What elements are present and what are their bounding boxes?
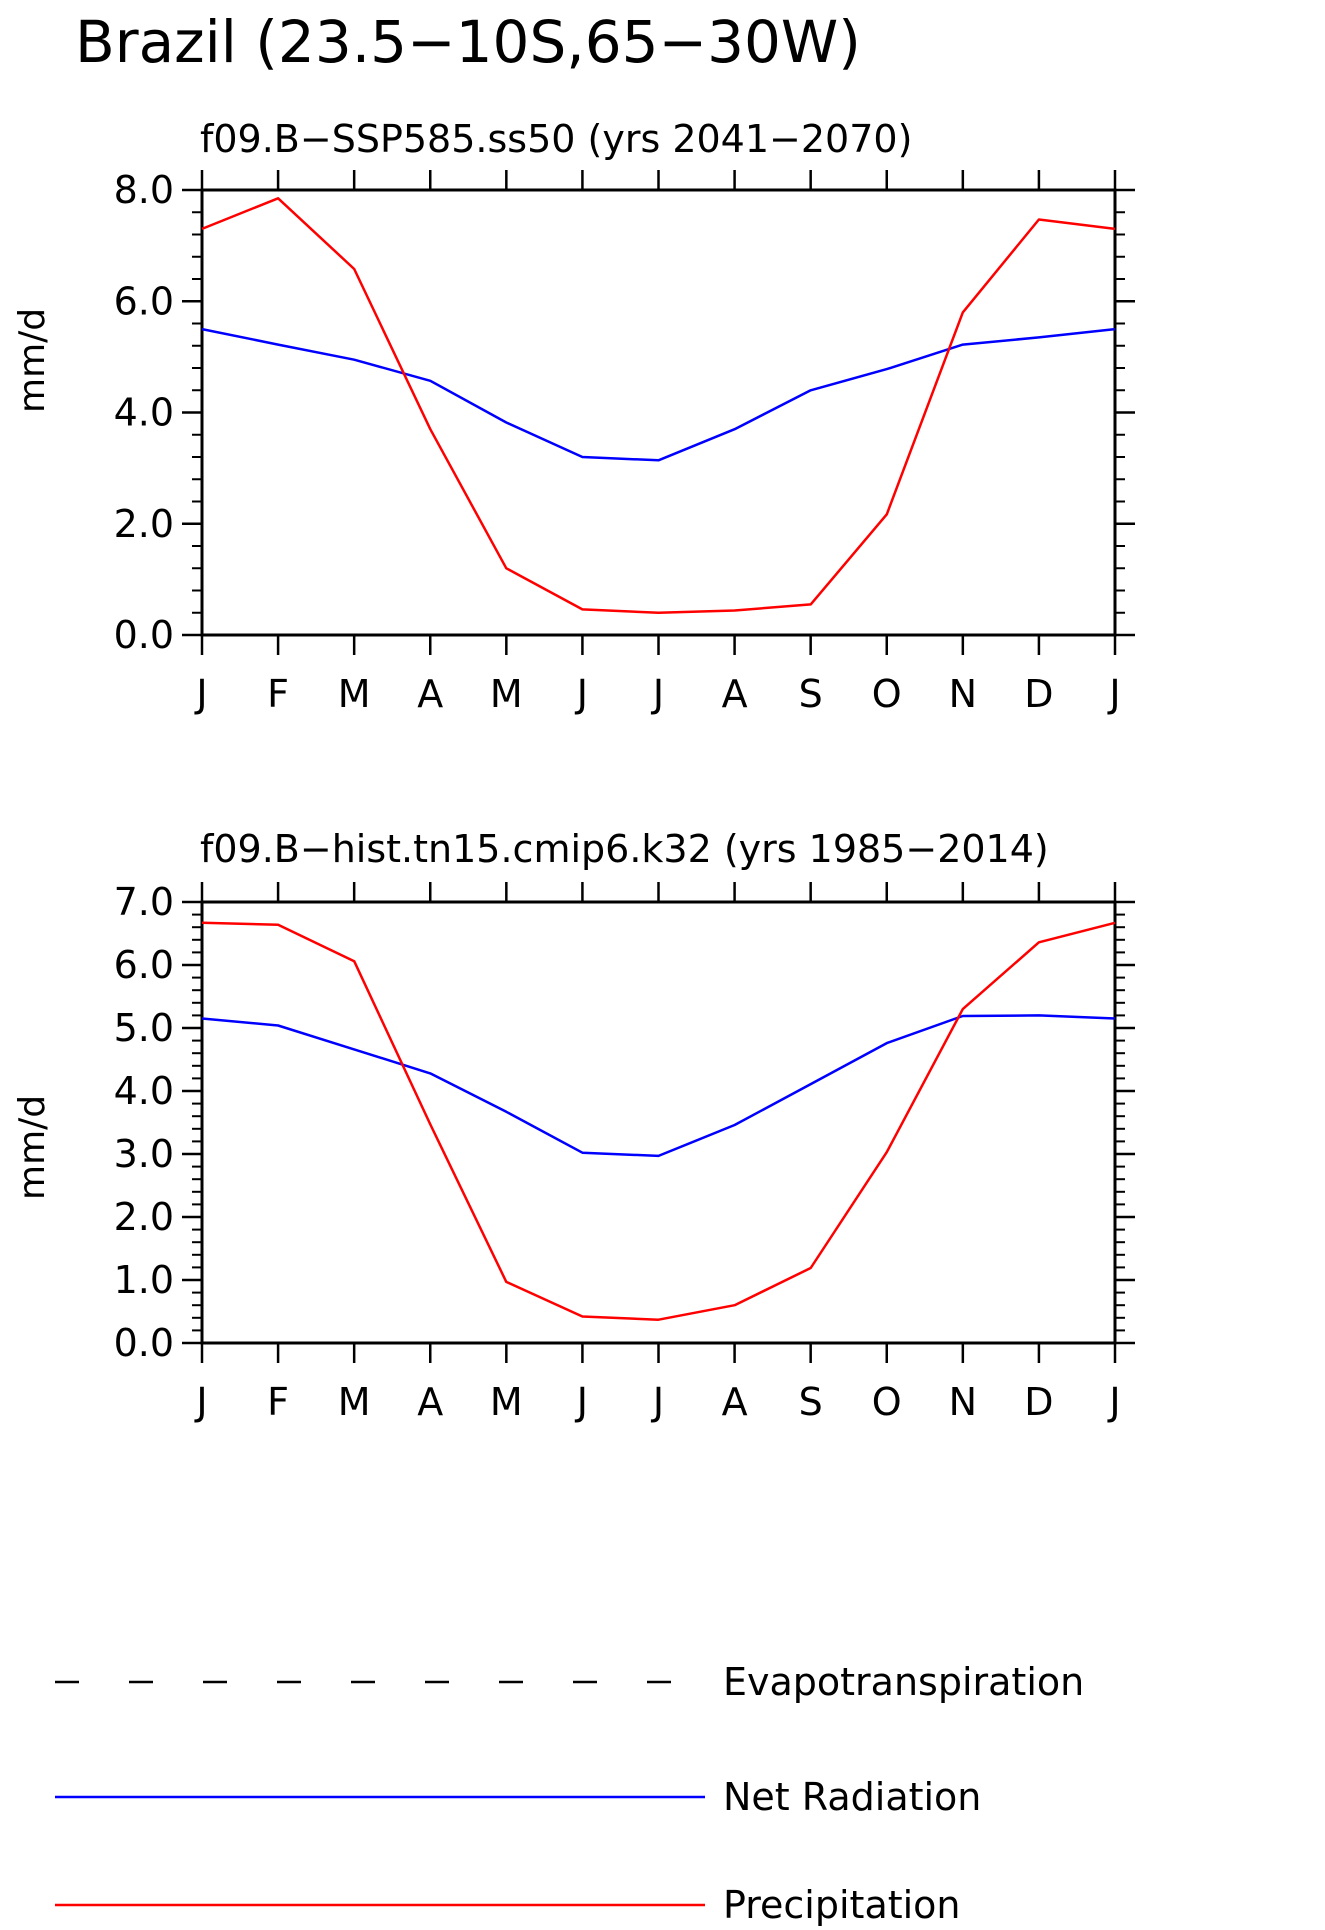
panel-bottom-ytick-label: 6.0 <box>114 943 174 987</box>
panel-bottom-xtick-label: N <box>949 1380 977 1424</box>
panel-bottom-series-net-radiation <box>201 1014 1116 1158</box>
panel-bottom-xtick-label: F <box>267 1380 289 1424</box>
panel-top-xtick-label: J <box>194 672 207 716</box>
legend-label-precipitation: Precipitation <box>723 1883 961 1927</box>
panel-bottom-xtick-label: M <box>490 1380 523 1424</box>
panel-bottom-xtick-label: J <box>575 1380 588 1424</box>
panel-top-frame <box>200 188 1117 637</box>
figure-title: Brazil (23.5−10S,65−30W) <box>75 8 861 76</box>
panel-bottom-frame <box>200 900 1117 1345</box>
panel-bottom-series-precipitation <box>201 921 1116 1321</box>
panel-bottom-ytick-label: 1.0 <box>114 1258 174 1302</box>
panel-top-xtick-label: J <box>575 672 588 716</box>
panel-top-xtick-label: O <box>872 672 902 716</box>
panel-bottom-xtick-label: A <box>417 1380 443 1424</box>
panel-bottom-xtick-label: M <box>338 1380 371 1424</box>
panel-top-series-precipitation <box>201 197 1116 615</box>
panel-bottom-ytick-label: 2.0 <box>114 1195 174 1239</box>
panel-bottom-ytick-label: 7.0 <box>114 880 174 924</box>
panel-top-xtick-label: F <box>267 672 289 716</box>
panel-bottom-xtick-label: J <box>651 1380 664 1424</box>
panel-top-axes: J F M A M J J A S O N D J 0.0 2.0 4.0 6.0 8.0 <box>114 168 1135 716</box>
legend-label-evapotranspiration: Evapotranspiration <box>723 1660 1084 1704</box>
panel-top-xtick-label: M <box>338 672 371 716</box>
panel-top-ytick-label: 8.0 <box>114 168 174 212</box>
panel-bottom-xtick-label: D <box>1024 1380 1053 1424</box>
panel-top-ytick-label: 6.0 <box>114 279 174 323</box>
panel-bottom-axes: J F M A M J J A S O N D J 0.0 1.0 2.0 3.0 4.0 5.0 6.0 7.0 <box>114 880 1135 1424</box>
panel-bottom-xtick-label: J <box>1107 1380 1120 1424</box>
panel-bottom-xtick-label: O <box>872 1380 902 1424</box>
panel-top: f09.B−SSP585.ss50 (yrs 2041−2070) mm/d J… <box>12 117 1135 716</box>
panel-bottom-ytick-label: 4.0 <box>114 1069 174 1113</box>
panel-top-xtick-label: N <box>949 672 977 716</box>
panel-bottom-ytick-label: 0.0 <box>114 1321 174 1365</box>
panel-top-ytick-label: 0.0 <box>114 613 174 657</box>
panel-top-xtick-label: S <box>799 672 823 716</box>
panel-top-xtick-label: J <box>651 672 664 716</box>
panel-bottom-ytick-label: 3.0 <box>114 1132 174 1176</box>
panel-bottom-ylabel: mm/d <box>12 1095 53 1200</box>
panel-top-series-net-radiation <box>201 327 1116 462</box>
panel-bottom-ytick-label: 5.0 <box>114 1006 174 1050</box>
panel-top-xtick-label: J <box>1107 672 1120 716</box>
panel-top-title: f09.B−SSP585.ss50 (yrs 2041−2070) <box>200 117 912 161</box>
panel-top-ytick-label: 4.0 <box>114 391 174 435</box>
panel-top-ylabel: mm/d <box>12 308 53 413</box>
legend-label-net-radiation: Net Radiation <box>723 1775 981 1819</box>
panel-bottom-xtick-label: J <box>194 1380 207 1424</box>
legend: Evapotranspiration Net Radiation Precipi… <box>55 1660 1084 1927</box>
panel-top-ytick-label: 2.0 <box>114 502 174 546</box>
panel-bottom: f09.B−hist.tn15.cmip6.k32 (yrs 1985−2014… <box>12 827 1135 1424</box>
panel-top-xtick-label: M <box>490 672 523 716</box>
panel-bottom-title: f09.B−hist.tn15.cmip6.k32 (yrs 1985−2014… <box>200 827 1049 871</box>
panel-bottom-lines <box>201 921 1116 1321</box>
panel-bottom-xtick-label: S <box>799 1380 823 1424</box>
panel-top-xtick-label: A <box>417 672 443 716</box>
panel-top-xtick-label: A <box>722 672 748 716</box>
panel-top-lines <box>201 197 1116 615</box>
panel-bottom-xtick-label: A <box>722 1380 748 1424</box>
panel-top-xtick-label: D <box>1024 672 1053 716</box>
